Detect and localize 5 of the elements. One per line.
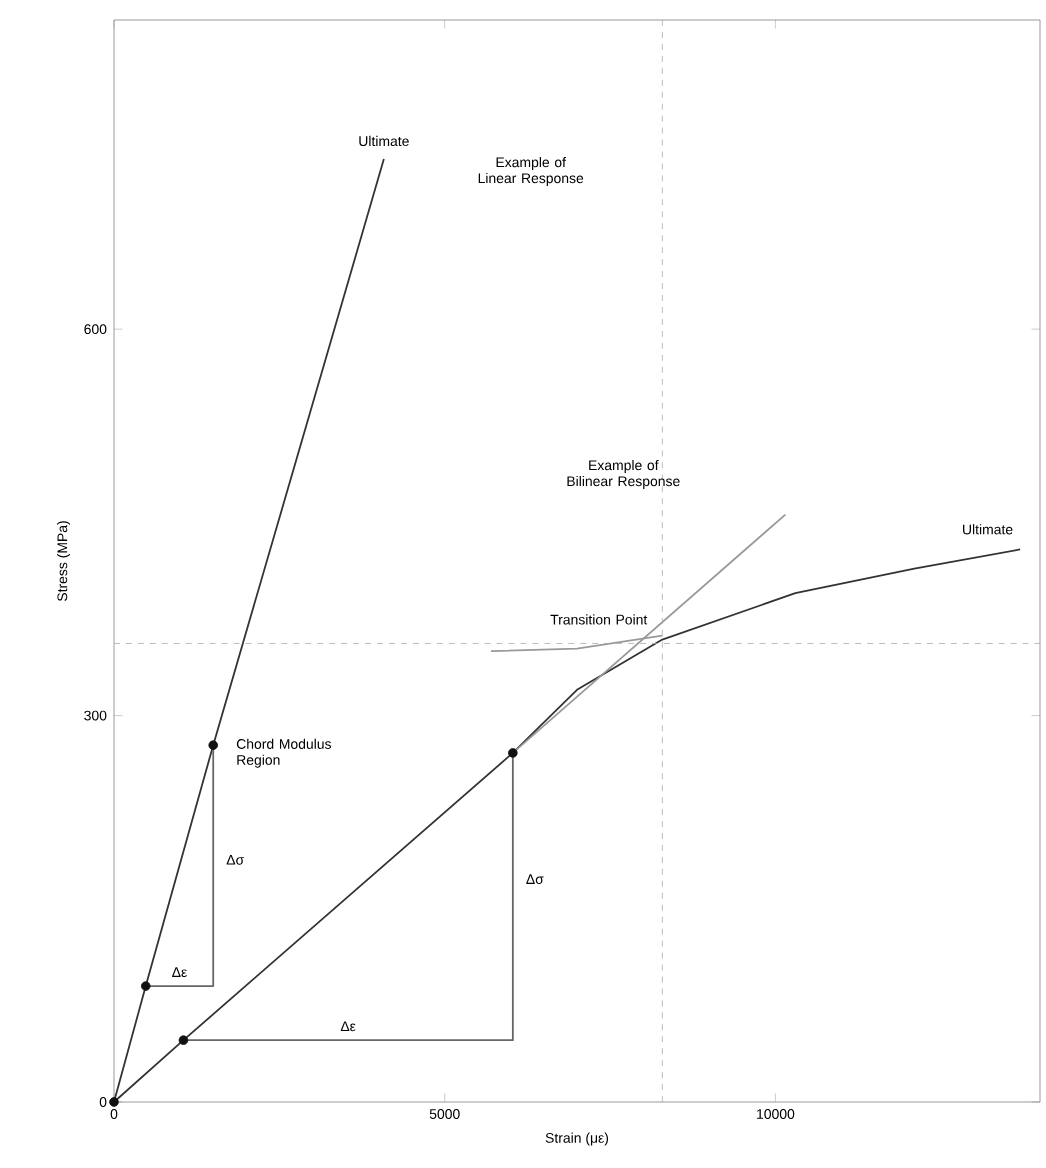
point	[508, 748, 518, 758]
point	[178, 1035, 189, 1045]
point	[140, 981, 151, 991]
point	[109, 1097, 119, 1107]
point	[208, 740, 218, 750]
